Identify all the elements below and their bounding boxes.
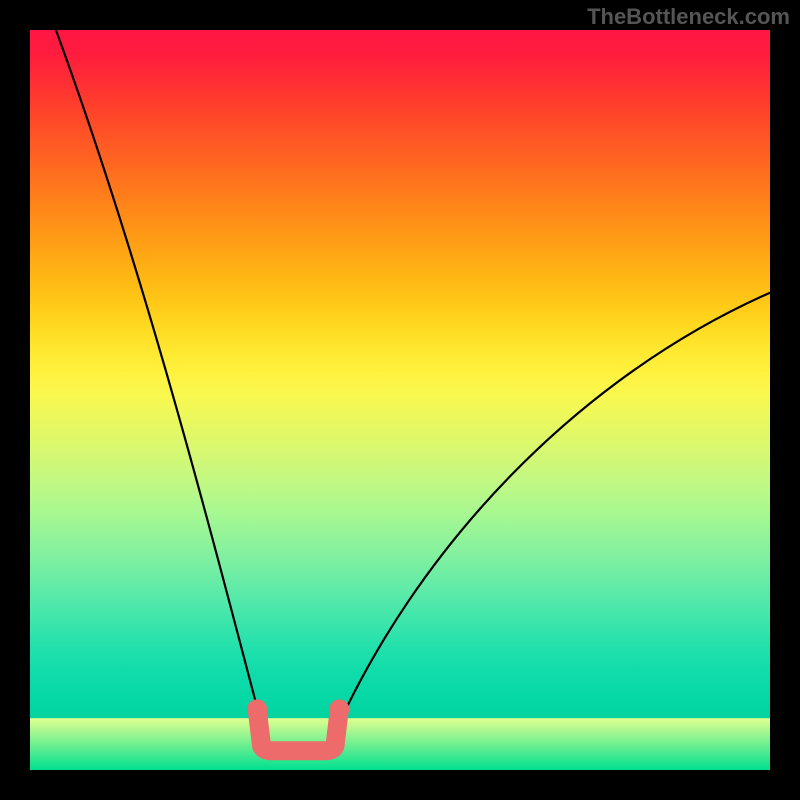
watermark-text: TheBottleneck.com bbox=[587, 4, 790, 30]
valley-marker-dot-right bbox=[329, 699, 349, 719]
bottleneck-chart bbox=[0, 0, 800, 800]
valley-marker-dot-left bbox=[247, 699, 267, 719]
